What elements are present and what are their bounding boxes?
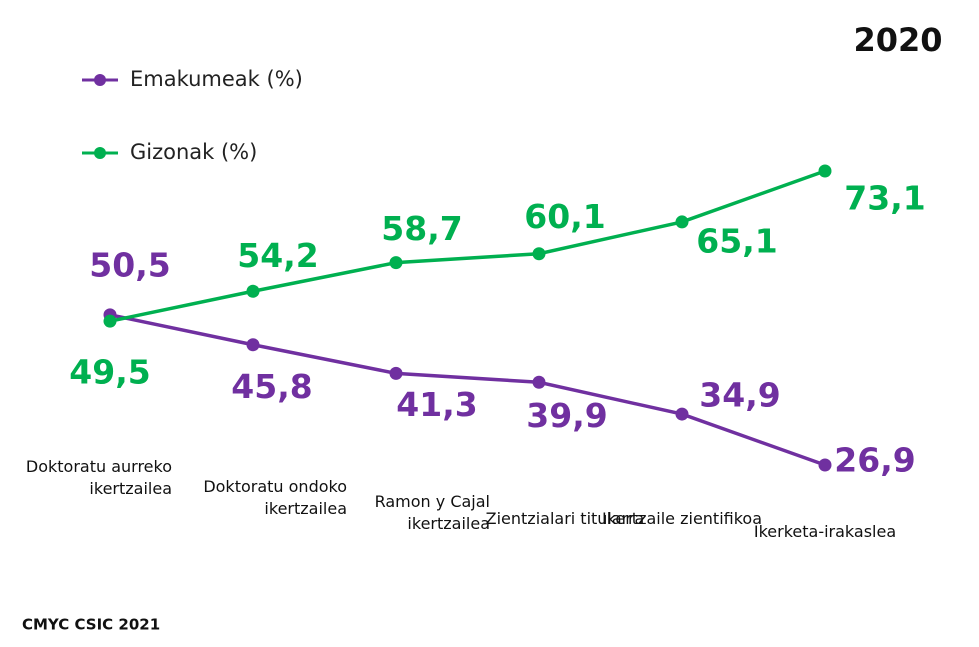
point [389, 366, 403, 380]
point [818, 458, 832, 472]
value-label: 41,3 [396, 385, 477, 424]
point [675, 407, 689, 421]
x-tick-label: Ikerketa-irakaslea [753, 522, 897, 541]
legend-label: Emakumeak (%) [130, 67, 303, 91]
point [675, 215, 689, 229]
x-tick-label: Ramon y Cajal ikertzailea [374, 492, 490, 533]
series-line [109, 313, 826, 467]
point [246, 338, 260, 352]
value-label: 65,1 [696, 221, 777, 260]
point [103, 314, 117, 328]
value-label: 45,8 [231, 367, 312, 406]
point [389, 256, 403, 270]
value-label: 39,9 [526, 396, 607, 435]
value-label: 26,9 [834, 441, 915, 480]
chart-title: 2020 [853, 21, 942, 59]
series-line [109, 169, 826, 323]
legend-label: Gizonak (%) [130, 140, 257, 164]
x-tick-label: Ikertzaile zientifikoa [601, 509, 763, 528]
value-label: 54,2 [237, 236, 318, 275]
x-tick-label: Zientzialari titularra [485, 509, 645, 528]
value-label: 49,5 [69, 353, 150, 392]
value-label: 58,7 [381, 209, 462, 248]
source: CMYC CSIC 2021 [22, 616, 160, 634]
point [532, 247, 546, 261]
point [818, 164, 832, 178]
x-tick-label: Doktoratu ondoko ikertzailea [203, 477, 347, 518]
legend-marker [94, 147, 106, 159]
x-tick-label: Doktoratu aurreko ikertzailea [25, 457, 172, 498]
point [246, 284, 260, 298]
point [532, 375, 546, 389]
value-label: 50,5 [89, 245, 170, 284]
value-label: 60,1 [524, 197, 605, 236]
legend-marker [94, 74, 106, 86]
value-label: 34,9 [699, 376, 780, 415]
value-label: 73,1 [844, 179, 925, 218]
